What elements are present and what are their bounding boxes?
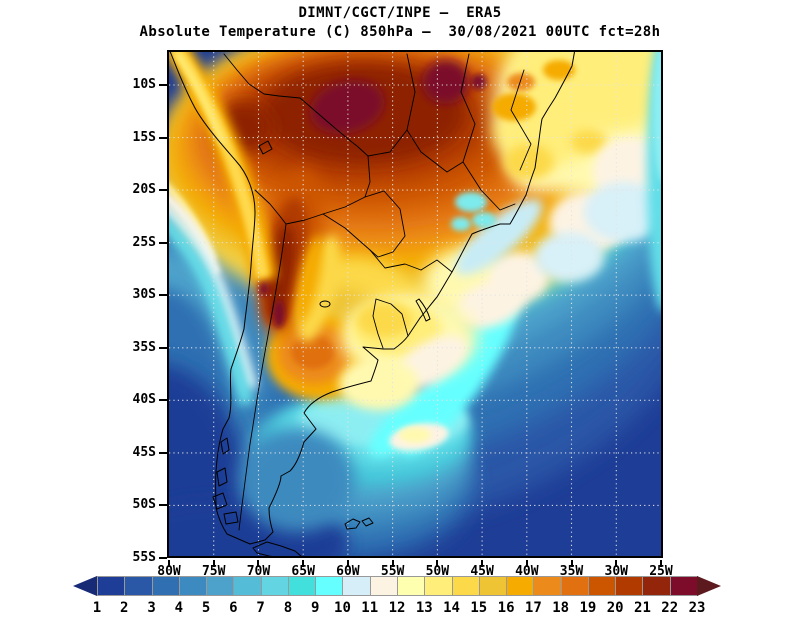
colorbar-tick-label: 6	[229, 600, 238, 616]
lat-tick-mark	[159, 556, 167, 559]
colorbar-cell	[451, 576, 480, 596]
colorbar-tick-label: 17	[524, 600, 542, 616]
colorbar-cell	[560, 576, 589, 596]
colorbar-cell	[206, 576, 235, 596]
colorbar-tick-label: 7	[256, 600, 265, 616]
colorbar-cell	[478, 576, 508, 596]
colorbar-cell	[287, 576, 317, 596]
colorbar-tick-label: 15	[470, 600, 488, 616]
lon-tick-mark	[257, 560, 260, 567]
lon-tick-mark	[391, 560, 394, 567]
lat-tick-label: 30S	[132, 287, 156, 303]
title-line-2: Absolute Temperature (C) 850hPa — 30/08/…	[139, 24, 661, 40]
lat-tick-label: 25S	[132, 234, 156, 250]
colorbar-tick-label: 8	[283, 600, 293, 616]
colorbar-cell	[642, 576, 671, 596]
lat-tick-label: 35S	[132, 339, 156, 355]
lat-tick-mark	[159, 189, 167, 192]
lat-tick-mark	[159, 504, 167, 507]
temperature-field	[169, 52, 661, 556]
colorbar-tick-label: 12	[388, 600, 406, 616]
lon-tick-mark	[168, 560, 170, 567]
colorbar-tick-label: 11	[361, 600, 379, 616]
colorbar-cell	[397, 576, 426, 596]
colorbar-tick-label: 5	[201, 600, 211, 616]
coastline-borders	[169, 52, 575, 556]
lat-tick-label: 50S	[132, 497, 156, 513]
lat-tick-label: 45S	[132, 444, 156, 460]
colorbar-cell	[424, 576, 453, 596]
colorbar-tick-label: 14	[443, 600, 460, 616]
colorbar-tick-label: 16	[497, 600, 515, 616]
colorbar-cell	[233, 576, 262, 596]
colorbar-cell	[506, 576, 535, 596]
lat-tick-label: 10S	[132, 77, 156, 92]
colorbar-cell	[587, 576, 617, 596]
colorbar-cell	[97, 576, 126, 596]
colorbar-cell	[533, 576, 562, 596]
colorbar-cell	[369, 576, 398, 596]
colorbar-tick-label: 10	[334, 600, 351, 616]
lat-tick-mark	[159, 399, 167, 402]
lat-tick-mark	[159, 84, 167, 86]
temperature-colorbar: 1 2 3 4 5 6 7 8 9 10 11 12 13 14 15 16 17 18 19 20 21 22 23	[0, 570, 800, 618]
colorbar-tick-label: 22	[661, 600, 679, 616]
colorbar-tick-label: 3	[147, 600, 156, 616]
map-frame	[167, 50, 663, 558]
lat-tick-mark	[159, 346, 167, 349]
lon-tick-mark	[615, 560, 618, 567]
lon-tick-mark	[659, 560, 662, 567]
lat-tick-mark	[159, 241, 167, 244]
colorbar-tick-label: 18	[552, 600, 570, 616]
lon-tick-mark	[570, 560, 573, 567]
lon-tick-mark	[436, 560, 439, 567]
map-field-svg	[169, 52, 661, 556]
colorbar-tick-label: 13	[415, 600, 433, 616]
lon-tick-mark	[481, 560, 484, 567]
lon-tick-mark	[302, 560, 305, 567]
colorbar-tick-label: 19	[579, 600, 597, 616]
lat-tick-label: 20S	[132, 182, 156, 198]
colorbar-tick-label: 1	[92, 600, 102, 616]
colorbar-cell	[151, 576, 180, 596]
lat-tick-mark	[159, 451, 167, 454]
colorbar-tick-label: 2	[120, 600, 129, 616]
colorbar-tick-label: 4	[174, 600, 184, 616]
title-line-1: DIMNT/CGCT/INPE — ERA5	[298, 5, 502, 21]
colorbar-cell	[315, 576, 344, 596]
colorbar-tick-label: 9	[310, 600, 320, 616]
lon-tick-mark	[212, 560, 215, 567]
lat-tick-mark	[159, 294, 167, 297]
colorbar-cell	[260, 576, 289, 596]
lon-tick-mark	[346, 560, 349, 567]
colorbar-right-arrow-icon	[697, 576, 721, 596]
lat-tick-label: 15S	[132, 129, 156, 145]
lat-tick-label: 40S	[132, 392, 156, 408]
colorbar-tick-label: 20	[606, 600, 624, 616]
colorbar-left-arrow-icon	[73, 576, 97, 596]
colorbar-cell	[178, 576, 208, 596]
lat-tick-mark	[159, 136, 167, 139]
lat-tick-label: 55S	[132, 549, 156, 565]
colorbar-cell	[669, 576, 698, 596]
colorbar-cell	[124, 576, 153, 596]
colorbar-tick-label: 23	[688, 600, 706, 616]
colorbar-cell	[615, 576, 644, 596]
colorbar-cell	[342, 576, 371, 596]
colorbar-tick-label: 21	[634, 600, 651, 616]
lon-tick-mark	[525, 560, 528, 567]
